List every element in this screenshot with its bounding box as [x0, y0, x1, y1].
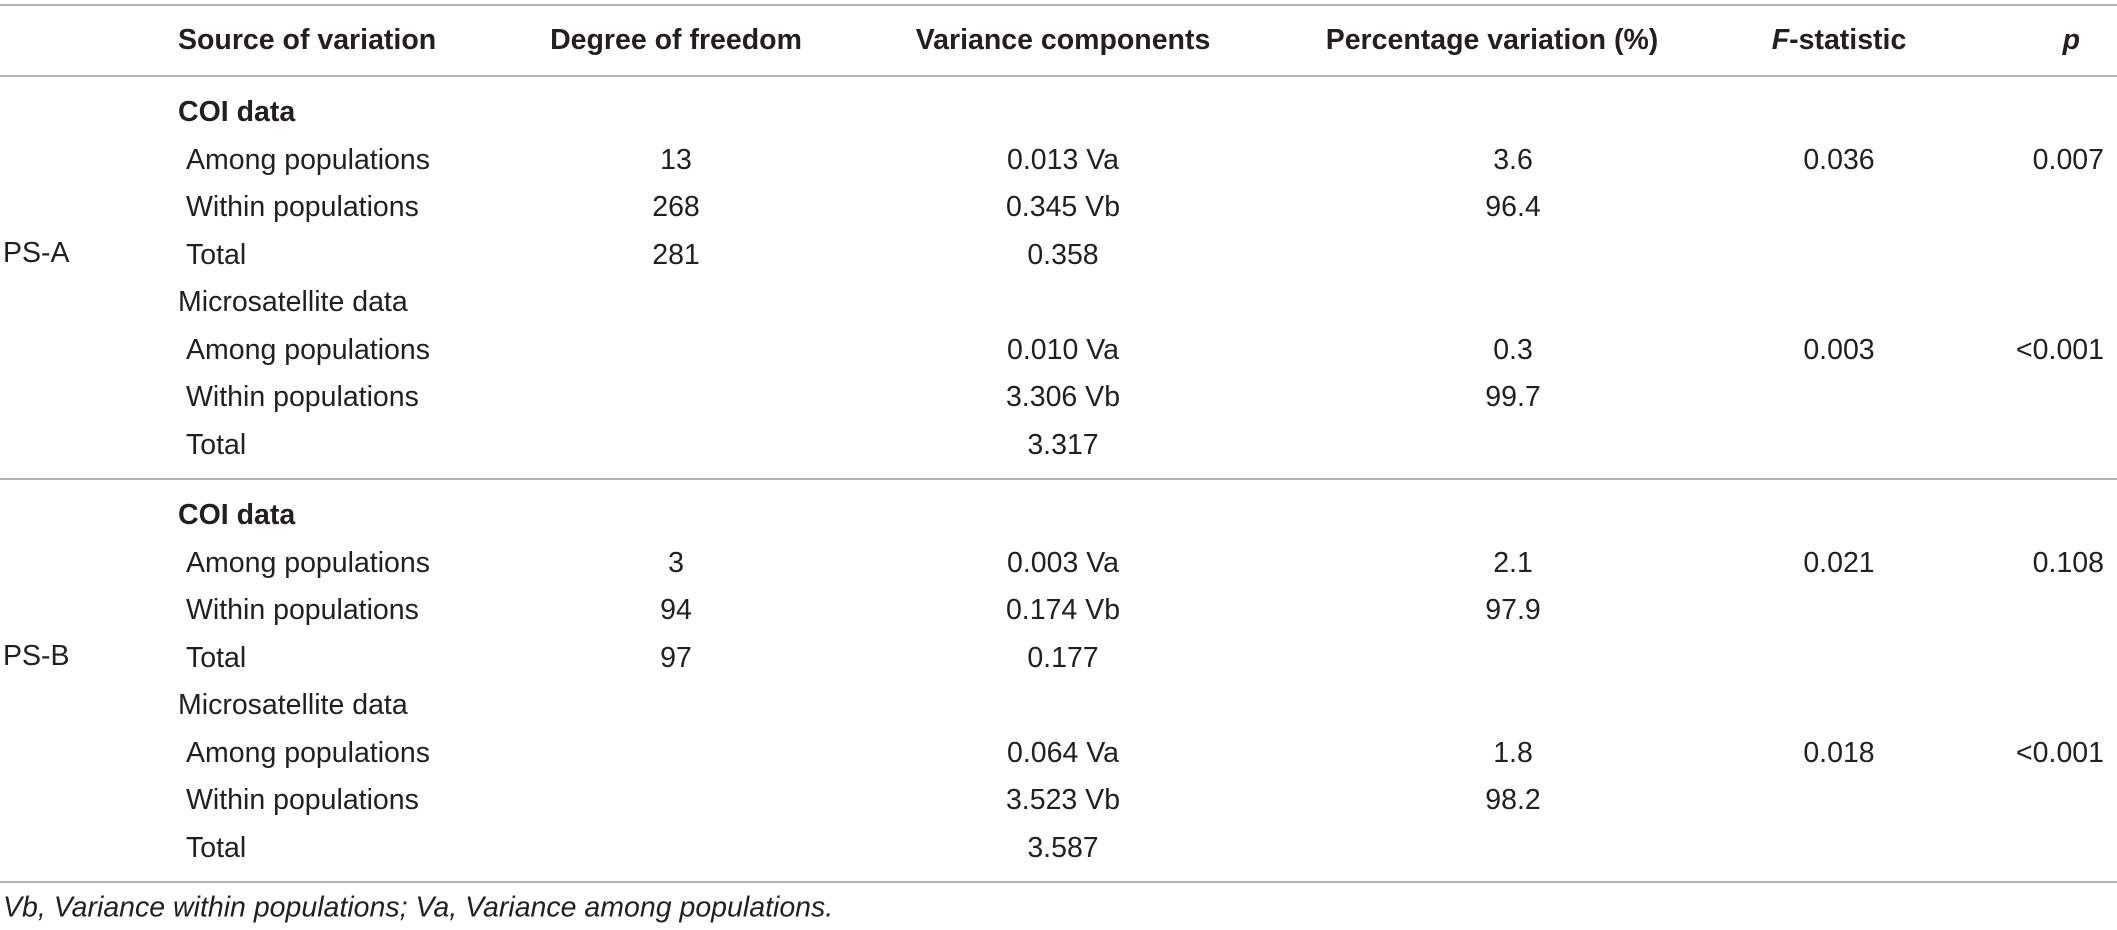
cell-percentage: 98.2 [1485, 783, 1541, 816]
cell-variance: 0.174 Vb [1005, 593, 1121, 626]
cell-percentage: 96.4 [1485, 190, 1541, 223]
cell-variance: 0.177 [1027, 641, 1099, 674]
cell-df: 97 [660, 641, 692, 674]
cell-df: 13 [660, 143, 692, 176]
coi-data-heading: COI data [178, 95, 296, 128]
group-label: PS-A [3, 236, 70, 269]
f-suffix: -statistic [1789, 23, 1907, 56]
header-source: Source of variation [178, 23, 437, 56]
cell-source: Among populations [186, 143, 431, 176]
cell-source: Total [186, 831, 247, 864]
cell-source: Within populations [186, 783, 419, 816]
cell-variance: 0.358 [1027, 238, 1099, 271]
cell-source: Total [186, 641, 247, 674]
cell-variance: 3.317 [1027, 428, 1099, 461]
cell-variance: 0.064 Va [1007, 736, 1119, 769]
table-bottom-rule [0, 881, 2117, 883]
header-f-statistic: F-statistic [1772, 26, 1907, 55]
cell-df: 3 [668, 546, 684, 579]
cell-percentage: 97.9 [1485, 593, 1541, 626]
cell-df: 94 [660, 593, 692, 626]
cell-variance: 0.013 Va [1007, 143, 1119, 176]
cell-source: Among populations [186, 333, 431, 366]
cell-source: Total [186, 428, 247, 461]
cell-variance: 0.003 Va [1007, 546, 1119, 579]
microsatellite-data-heading: Microsatellite data [178, 688, 408, 721]
cell-percentage: 99.7 [1485, 380, 1541, 413]
cell-percentage: 1.8 [1493, 736, 1533, 769]
header-p: p [2063, 26, 2080, 55]
cell-f: 0.003 [1803, 333, 1875, 366]
microsatellite-data-heading: Microsatellite data [178, 285, 408, 318]
table-top-rule [0, 4, 2117, 6]
coi-data-heading: COI data [178, 498, 296, 531]
cell-source: Total [186, 238, 247, 271]
cell-variance: 3.587 [1027, 831, 1099, 864]
f-italic: F [1771, 23, 1790, 56]
cell-source: Within populations [186, 190, 419, 223]
cell-df: 281 [652, 238, 700, 271]
cell-source: Among populations [186, 736, 431, 769]
cell-variance: 0.010 Va [1007, 333, 1119, 366]
cell-source: Within populations [186, 593, 419, 626]
cell-p: <0.001 [2016, 736, 2104, 769]
cell-percentage: 0.3 [1493, 333, 1533, 366]
group-label: PS-B [3, 639, 70, 672]
cell-f: 0.036 [1803, 143, 1875, 176]
table-footnote: Vb, Variance within populations; Va, Var… [3, 891, 834, 924]
header-degree-of-freedom: Degree of freedom [550, 23, 802, 56]
p-italic: p [2062, 23, 2080, 56]
cell-variance: 3.523 Vb [1005, 783, 1121, 816]
cell-df: 268 [652, 190, 700, 223]
cell-f: 0.018 [1803, 736, 1875, 769]
header-variance-components: Variance components [915, 23, 1211, 56]
cell-variance: 3.306 Vb [1005, 380, 1121, 413]
header-bottom-rule [0, 75, 2117, 77]
cell-percentage: 2.1 [1493, 546, 1533, 579]
cell-source: Among populations [186, 546, 431, 579]
cell-variance: 0.345 Vb [1005, 190, 1121, 223]
cell-percentage: 3.6 [1493, 143, 1533, 176]
cell-source: Within populations [186, 380, 419, 413]
cell-f: 0.021 [1803, 546, 1875, 579]
cell-p: <0.001 [2016, 333, 2104, 366]
cell-p: 0.007 [2032, 143, 2104, 176]
group-separator-rule [0, 478, 2117, 480]
cell-p: 0.108 [2032, 546, 2104, 579]
header-percentage-variation: Percentage variation (%) [1325, 23, 1659, 56]
